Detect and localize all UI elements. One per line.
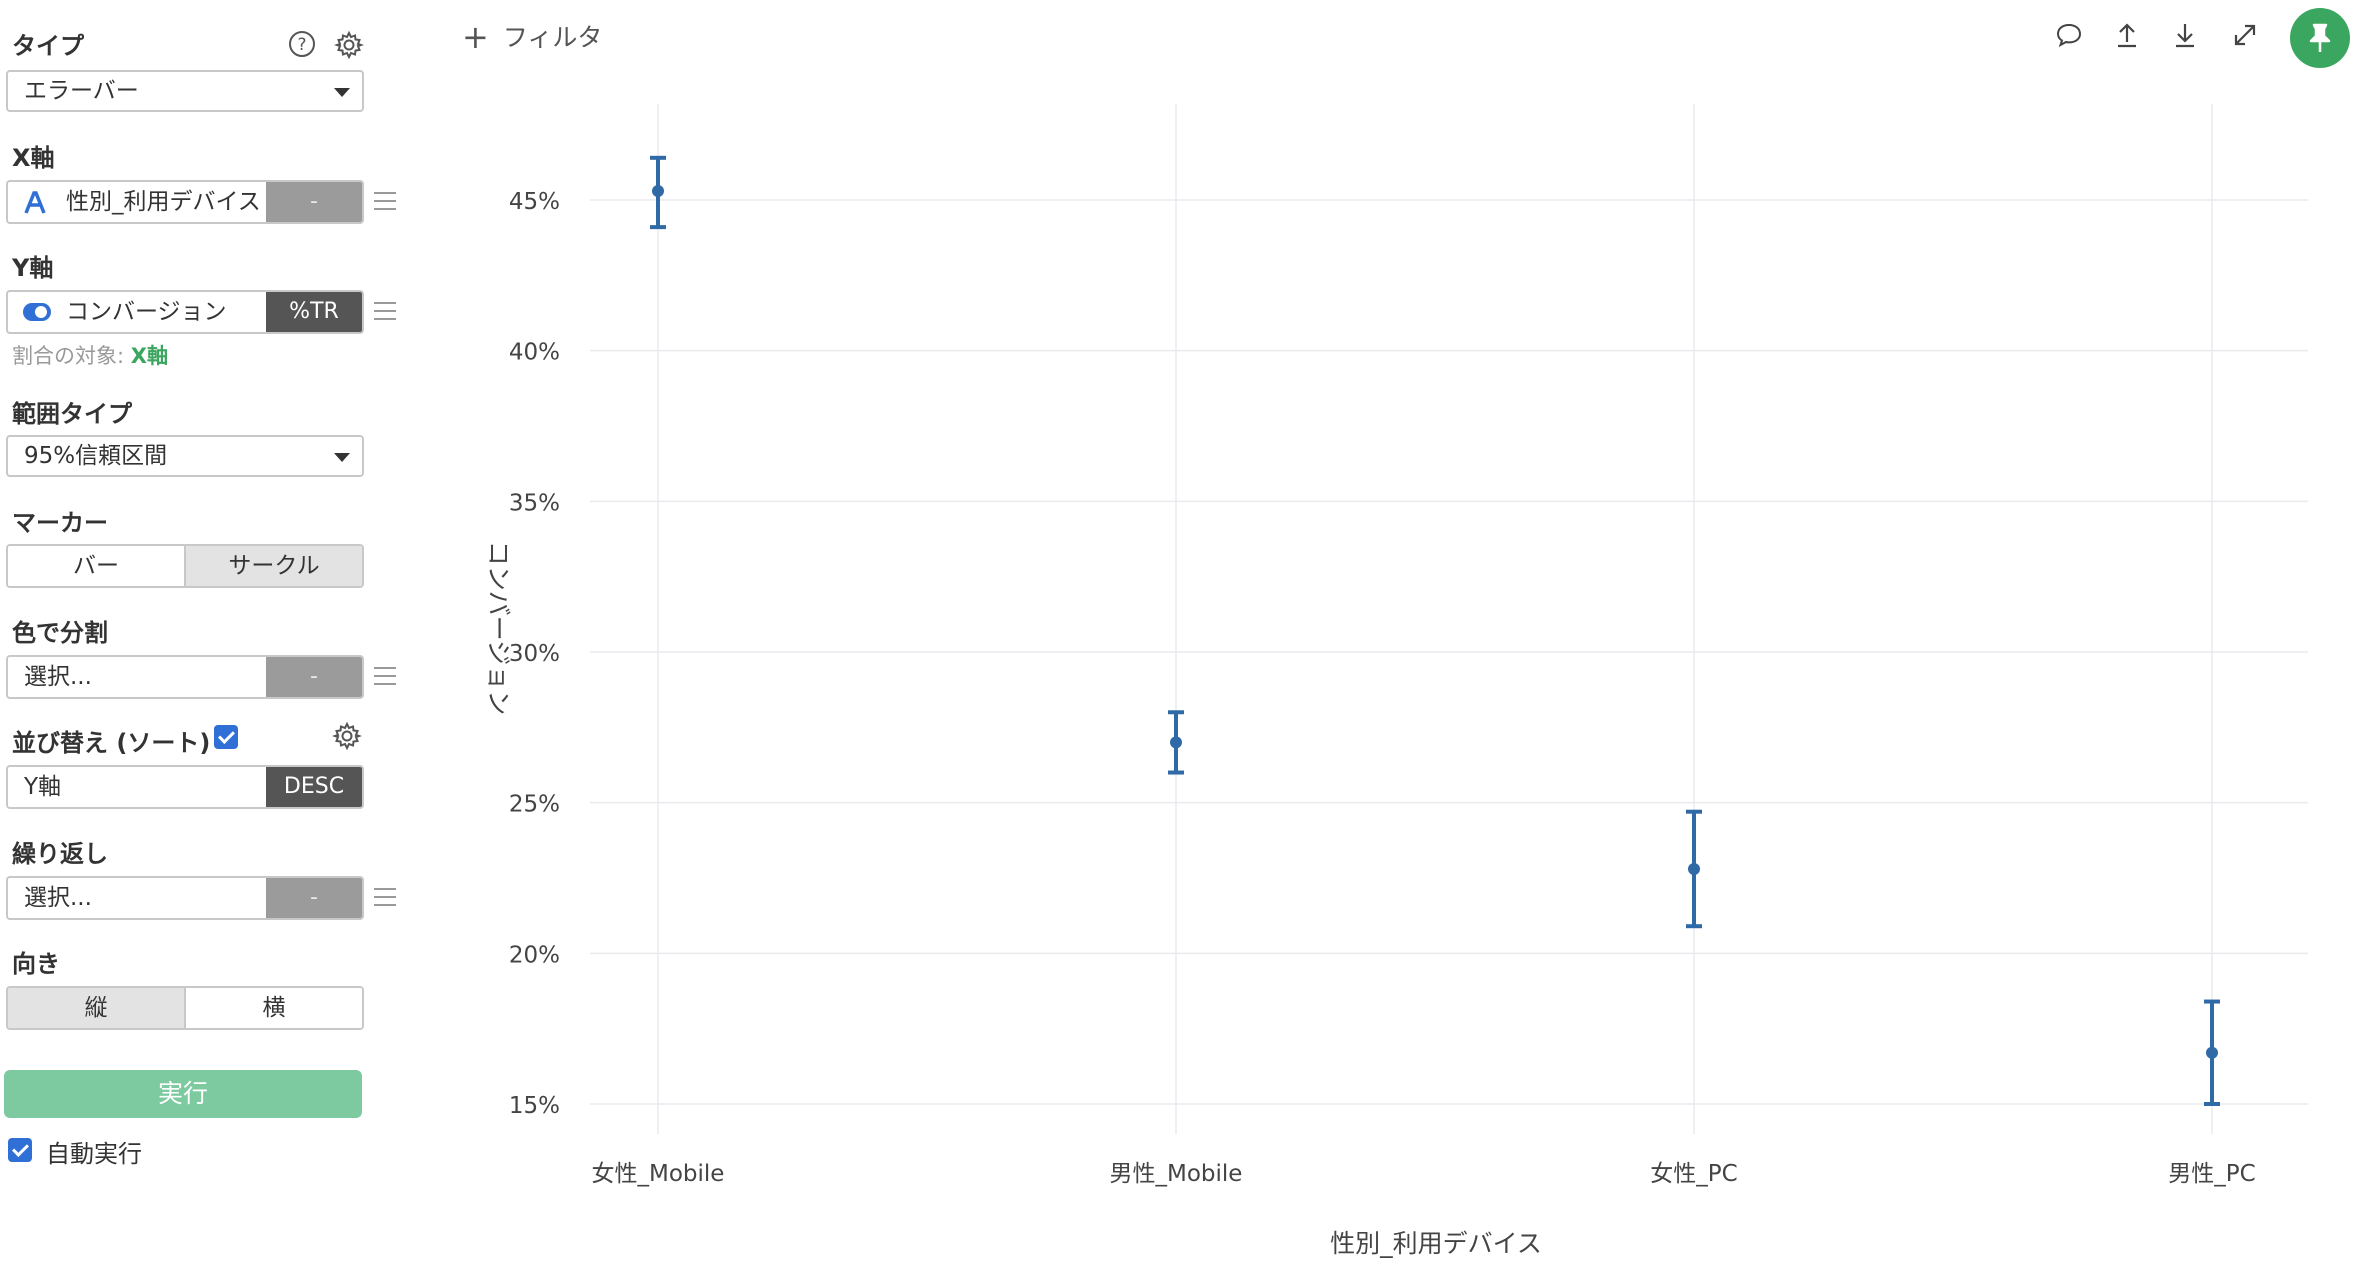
x-axis-field[interactable]: 性別_利用デバイス - <box>6 180 364 224</box>
error-bar[interactable] <box>650 155 666 230</box>
marker-option-circle[interactable]: サークル <box>184 546 362 586</box>
range-type-value: 95%信頼区間 <box>24 443 168 469</box>
x-axis-label: X軸 <box>12 144 55 172</box>
y-axis-title: コンバージョン <box>484 541 513 716</box>
error-bars <box>650 155 2220 1106</box>
add-filter-button[interactable]: + フィルタ <box>462 18 602 56</box>
data-point[interactable] <box>652 184 664 197</box>
x-tick-label: 女性_PC <box>1650 1161 1737 1187</box>
error-bar[interactable] <box>1686 809 1702 929</box>
repeat-field[interactable]: 選択... - <box>6 876 364 920</box>
x-tick-label: 男性_PC <box>2168 1161 2255 1187</box>
ratio-target-value: X軸 <box>130 344 168 368</box>
marker-toggle: バー サークル <box>6 544 364 588</box>
sort-field-name: Y軸 <box>24 774 62 800</box>
x-axis-menu-icon[interactable] <box>374 192 396 210</box>
repeat-placeholder: 選択... <box>24 885 92 911</box>
error-bar[interactable] <box>1168 710 1184 775</box>
orientation-option-vertical[interactable]: 縦 <box>8 988 184 1028</box>
sort-field[interactable]: Y軸 DESC <box>6 765 364 809</box>
pin-icon <box>2309 23 2331 52</box>
data-point[interactable] <box>2206 1046 2218 1059</box>
orientation-label: 向き <box>12 950 60 978</box>
chevron-down-icon <box>334 88 350 97</box>
repeat-menu-icon[interactable] <box>374 888 396 906</box>
x-tick-label: 男性_Mobile <box>1110 1161 1243 1187</box>
y-tick-label: 15% <box>509 1093 560 1119</box>
y-tick-label: 30% <box>509 641 560 667</box>
pin-button[interactable] <box>2290 8 2350 68</box>
svg-text:?: ? <box>297 35 306 55</box>
download-icon[interactable] <box>2170 20 2200 50</box>
sort-gear-icon[interactable] <box>332 721 362 751</box>
color-split-placeholder: 選択... <box>24 664 92 690</box>
x-tick-label: 女性_Mobile <box>592 1161 725 1187</box>
sort-checkbox[interactable] <box>214 725 238 749</box>
y-axis-label: Y軸 <box>12 254 54 282</box>
x-axis-field-name: 性別_利用デバイス <box>66 189 261 215</box>
y-tick-label: 25% <box>509 792 560 818</box>
plus-icon: + <box>462 18 489 56</box>
type-label: タイプ <box>12 32 84 60</box>
y-axis-field[interactable]: コンバージョン %TR <box>6 290 364 334</box>
repeat-agg-button[interactable]: - <box>266 878 362 918</box>
chart-type-select[interactable]: エラーバー <box>6 70 364 112</box>
repeat-label: 繰り返し <box>12 840 108 868</box>
expand-icon[interactable] <box>2230 20 2260 50</box>
sort-order-button[interactable]: DESC <box>266 767 362 807</box>
ratio-target-prefix: 割合の対象: <box>12 344 125 368</box>
help-icon[interactable]: ? <box>288 30 316 58</box>
ratio-target-hint: 割合の対象: X軸 <box>12 340 168 370</box>
y-axis-agg-button[interactable]: %TR <box>266 292 362 332</box>
chevron-down-icon <box>334 453 350 462</box>
comment-icon[interactable] <box>2054 20 2084 50</box>
y-tick-label: 35% <box>509 490 560 516</box>
range-type-select[interactable]: 95%信頼区間 <box>6 435 364 477</box>
marker-option-bar[interactable]: バー <box>8 546 184 586</box>
x-tick-labels: 女性_Mobile 男性_Mobile 女性_PC 男性_PC <box>592 1161 2256 1187</box>
data-point[interactable] <box>1688 862 1700 875</box>
text-type-icon <box>24 191 46 214</box>
range-type-label: 範囲タイプ <box>12 400 132 428</box>
auto-run-checkbox[interactable] <box>8 1138 32 1162</box>
x-axis-agg-button[interactable]: - <box>266 182 362 222</box>
color-split-menu-icon[interactable] <box>374 667 396 685</box>
data-point[interactable] <box>1170 736 1182 749</box>
y-tick-label: 45% <box>509 189 560 215</box>
color-split-label: 色で分割 <box>12 619 108 647</box>
color-split-field[interactable]: 選択... - <box>6 655 364 699</box>
y-axis-field-name: コンバージョン <box>66 299 227 325</box>
color-split-agg-button[interactable]: - <box>266 657 362 697</box>
marker-label: マーカー <box>12 509 108 537</box>
gear-icon[interactable] <box>334 30 364 60</box>
auto-run-label: 自動実行 <box>46 1140 142 1168</box>
settings-sidebar: タイプ ? エラーバー X軸 性別_利用デバイス - Y軸 コンバージョン %T… <box>0 0 400 1268</box>
y-tick-label: 20% <box>509 942 560 968</box>
run-button[interactable]: 実行 <box>4 1070 362 1118</box>
filter-label: フィルタ <box>502 23 603 52</box>
sort-label: 並び替え (ソート) <box>12 729 211 757</box>
chart-type-value: エラーバー <box>24 78 139 104</box>
y-axis-menu-icon[interactable] <box>374 302 396 320</box>
toggle-icon <box>23 303 51 321</box>
orientation-option-horizontal[interactable]: 横 <box>184 988 362 1028</box>
x-axis-title: 性別_利用デバイス <box>1330 1229 1542 1258</box>
y-tick-label: 40% <box>509 340 560 366</box>
error-bar[interactable] <box>2204 999 2220 1106</box>
orientation-toggle: 縦 横 <box>6 986 364 1030</box>
upload-icon[interactable] <box>2112 20 2142 50</box>
y-tick-labels: 15% 20% 25% 30% 35% 40% 45% <box>509 189 560 1119</box>
grid-lines <box>590 104 2308 1134</box>
